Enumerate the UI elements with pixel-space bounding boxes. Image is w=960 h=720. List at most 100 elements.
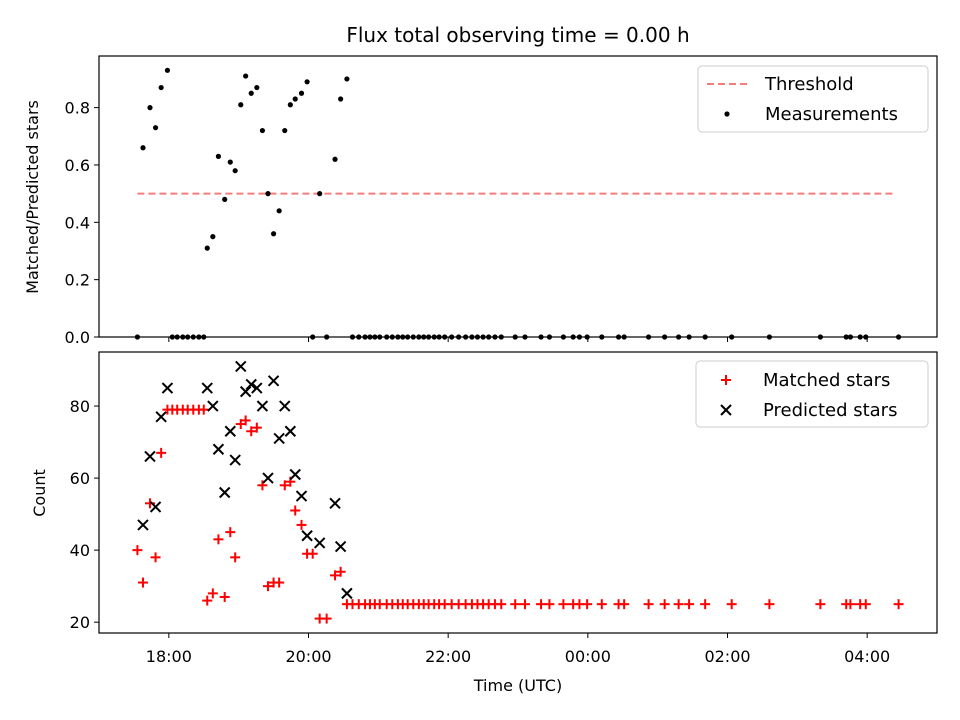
measurement-point [243,73,249,79]
matched-star-point [536,599,547,610]
predicted-marker-b [137,519,149,531]
predicted-star-point [235,360,247,373]
matched-star-point [213,534,224,545]
measurement-point [259,127,266,134]
matched-star-point [132,545,143,556]
matched-star-point [202,595,213,606]
predicted-star-point [229,454,241,466]
legend-measurements-swatch [724,111,730,117]
matched-star-point [544,599,555,610]
matched-star-point [582,599,593,610]
matched-star-point [156,447,167,458]
matched-star-point [150,552,161,563]
top-axes-frame [98,55,938,338]
top-y-tick-label: 0.0 [65,328,90,347]
predicted-star-point [224,425,236,437]
matched-star-point [496,599,507,610]
predicted-marker-b [144,450,156,463]
matched-star-point [219,591,230,602]
matched-star-point [207,588,218,599]
predicted-marker-b [329,497,341,510]
predicted-star-point [279,400,291,412]
measurement-point [304,79,310,85]
measurement-point [158,84,164,91]
predicted-marker-b [212,443,225,455]
predicted-marker-b [224,425,236,437]
predicted-marker-b [256,400,269,412]
measurement-point [140,145,146,151]
predicted-star-point [341,587,353,600]
predicted-star-point [289,468,301,481]
matched-star-point [673,599,684,610]
matched-star-point [726,599,737,610]
matched-star-point [815,599,826,610]
measurement-point [270,231,277,237]
bottom-y-tick-label: 40 [70,541,90,560]
matched-star-point [510,599,521,610]
predicted-marker-b [313,537,326,549]
predicted-star-point [144,450,156,463]
bottom-y-tick-label: 80 [70,397,90,416]
matched-star-point [137,577,148,588]
predicted-marker-b [262,472,274,484]
measurement-point [147,105,153,111]
predicted-marker-b [155,411,167,423]
predicted-marker-b [239,385,252,398]
top-legend-box [697,65,929,133]
measurement-point [215,153,222,159]
matched-star-point [330,570,341,581]
measurement-point [248,90,254,96]
predicted-star-point [239,385,252,398]
predicted-star-point [155,411,167,423]
matched-star-point [596,599,607,610]
matched-star-point [251,422,262,433]
top-legend: Threshold Measurements [697,65,929,133]
measurement-point [232,168,238,174]
measurement-point [152,125,159,131]
measurement-point [222,196,228,202]
matched-star-point [335,566,346,577]
predicted-star-point [201,382,213,394]
matched-star-point [558,599,569,610]
matched-star-point [619,599,630,610]
matched-star-point [279,480,290,491]
predicted-marker-b [149,501,162,513]
predicted-marker-b [295,490,308,502]
bottom-y-tick-label: 60 [70,469,90,488]
top-panel: Matched/Predicted stars 0.0 0.2 0.4 0.6 0.8 T… [23,55,938,347]
matched-star-point [643,599,654,610]
predicted-marker-b [207,400,219,412]
top-y-axis-label: Matched/Predicted stars [23,100,42,294]
measurement-point [332,156,338,162]
bottom-y-axis-label: Count [30,469,49,517]
predicted-marker-b [301,530,313,542]
top-y-tick-label: 0.4 [65,213,90,232]
matched-star-point [274,577,285,588]
measurement-point [287,102,293,108]
predicted-marker-b [235,360,247,373]
legend-predicted-label: Predicted stars [763,400,897,421]
top-y-tick-label: 0.6 [65,156,90,175]
x-tick-label: 04:00 [844,647,890,666]
predicted-marker-b [279,400,291,412]
measurement-point [298,90,305,96]
matched-star-point [684,599,695,610]
predicted-star-point [295,490,308,502]
measurement-point [238,102,244,108]
predicted-marker-b [334,540,347,553]
x-tick-label: 22:00 [425,647,471,666]
legend-matched-label: Matched stars [763,370,890,391]
predicted-marker-b [218,486,231,499]
predicted-marker-b [341,587,353,600]
matched-star-point [659,599,670,610]
predicted-marker-b [284,425,297,437]
predicted-star-point [273,432,285,445]
matched-star-point [225,527,236,538]
predicted-marker-b [201,382,213,394]
predicted-star-point [334,540,347,553]
predicted-marker-b [251,382,263,394]
legend-predicted-swatch-b [720,404,732,416]
predicted-marker-b [273,432,285,445]
legend-measurements-label: Measurements [765,104,898,125]
